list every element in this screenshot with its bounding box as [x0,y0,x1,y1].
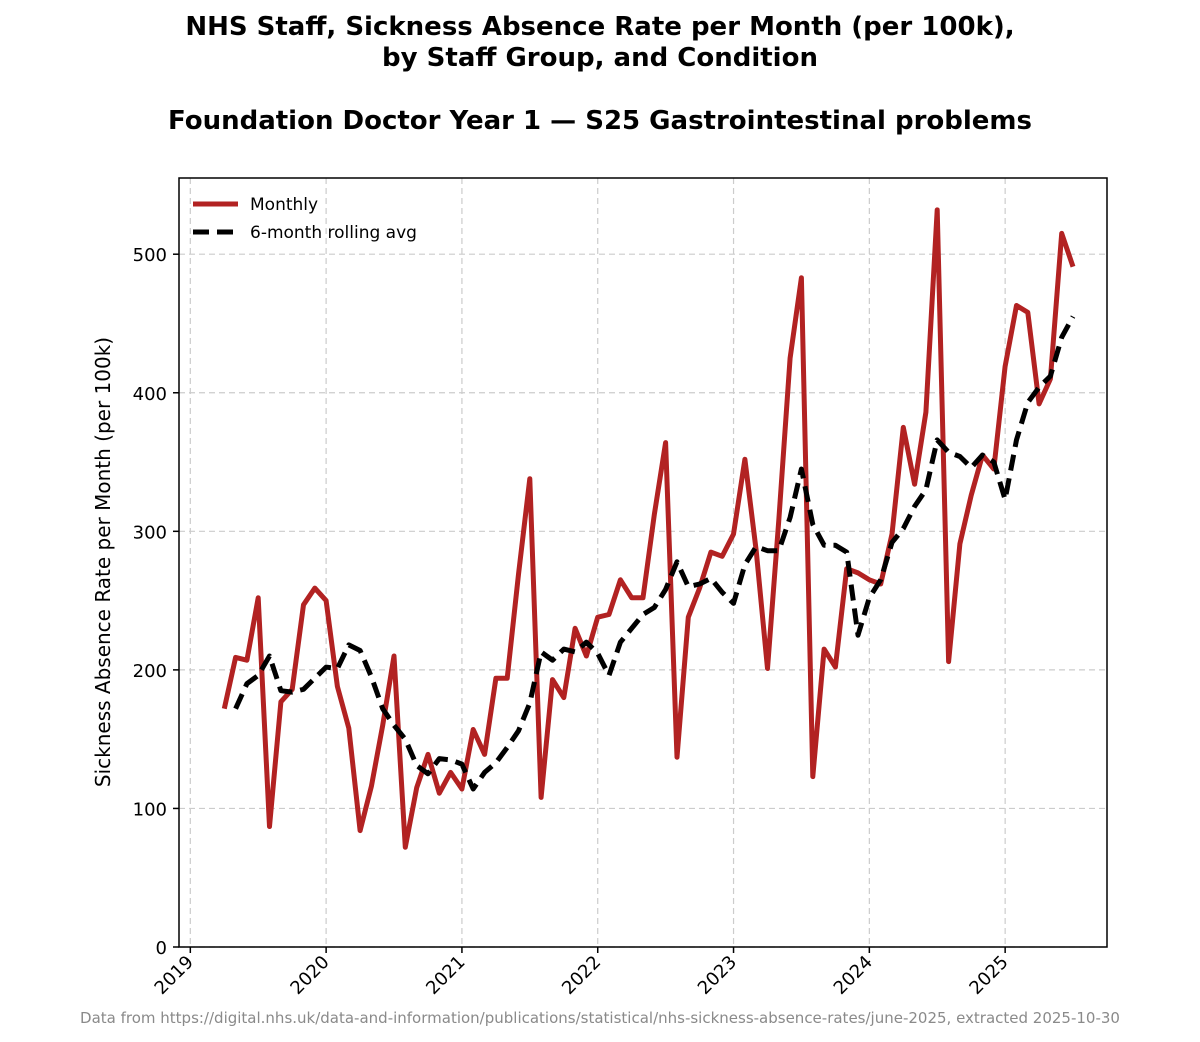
chart-title-line-1: NHS Staff, Sickness Absence Rate per Mon… [185,12,1015,42]
y-tick-label: 200 [133,661,167,682]
grid-lines [179,178,1107,948]
y-axis-label: Sickness Absence Rate per Month (per 100… [91,337,115,787]
x-tick-label: 2023 [694,952,741,999]
plot-frame [178,177,1108,948]
y-tick-label: 0 [156,938,167,959]
chart-subtitle: Foundation Doctor Year 1 — S25 Gastroint… [168,106,1032,136]
legend-label: 6-month rolling avg [250,223,417,243]
series-lines [221,207,1076,850]
x-tick-label: 2022 [558,952,605,999]
data-source-footer: Data from https://digital.nhs.uk/data-an… [80,1009,1120,1027]
series-line-rolling-avg [233,315,1076,792]
x-tick-label: 2021 [422,952,469,999]
chart-title-line-2: by Staff Group, and Condition [382,43,818,73]
y-tick-label: 100 [133,799,167,820]
legend: Monthly 6-month rolling avg [193,195,417,243]
series-line-monthly [221,207,1076,850]
x-tick-label: 2025 [965,952,1012,999]
y-tick-label: 500 [133,245,167,266]
x-tick-label: 2020 [286,952,333,999]
legend-label: Monthly [250,195,318,215]
y-tick-label: 300 [133,522,167,543]
x-tick-label: 2024 [830,952,877,999]
y-tick-label: 400 [133,384,167,405]
